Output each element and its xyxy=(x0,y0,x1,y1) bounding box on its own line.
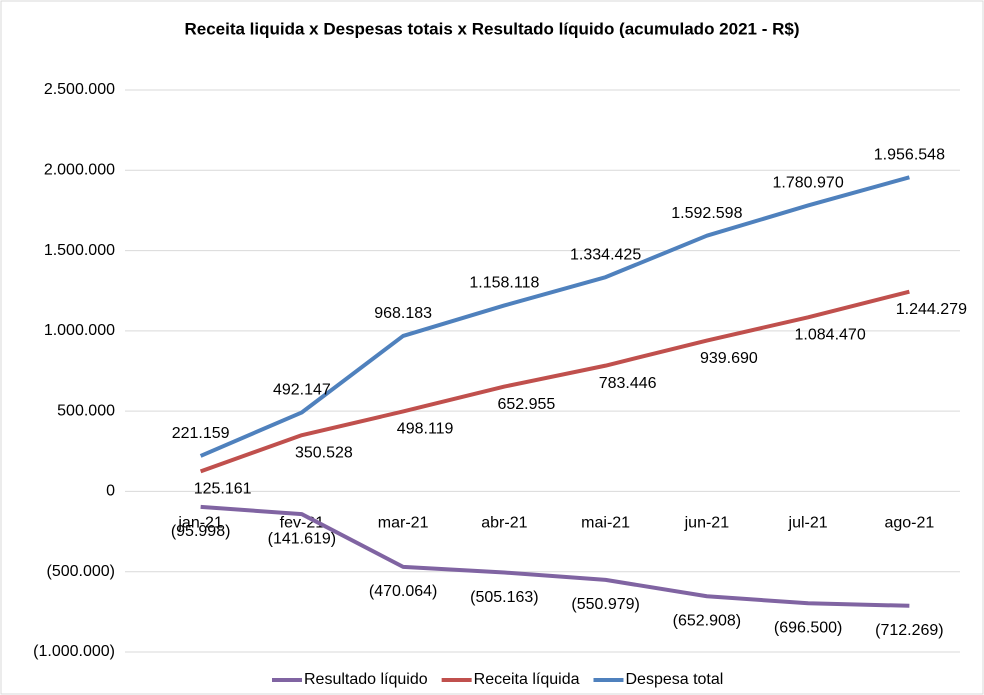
data-label: (141.619) xyxy=(268,530,337,547)
data-label: 350.528 xyxy=(295,444,353,461)
data-label: 1.334.425 xyxy=(570,246,641,263)
chart-title: Receita liquida x Despesas totais x Resu… xyxy=(184,19,799,38)
data-label: 1.244.279 xyxy=(896,301,967,318)
line-series xyxy=(199,175,910,458)
data-label: 939.690 xyxy=(700,350,758,367)
legend-label: Receita líquida xyxy=(474,671,580,688)
data-label: 968.183 xyxy=(374,305,432,322)
line-series xyxy=(199,289,910,474)
x-tick-label: ago-21 xyxy=(884,515,934,532)
data-label: (95.998) xyxy=(171,523,231,540)
data-label: (696.500) xyxy=(774,619,843,636)
x-tick-label: mar-21 xyxy=(378,515,429,532)
x-tick-label: jan-21 xyxy=(177,515,223,532)
data-label: 221.159 xyxy=(172,425,230,442)
data-label: (505.163) xyxy=(470,589,539,606)
data-label: 498.119 xyxy=(397,421,454,438)
data-label: 783.446 xyxy=(599,375,657,392)
data-label: (470.064) xyxy=(369,583,438,600)
data-label: (652.908) xyxy=(673,612,742,629)
y-tick-label: 1.500.000 xyxy=(44,242,115,259)
y-tick-label: (500.000) xyxy=(47,563,116,580)
x-tick-label: jun-21 xyxy=(684,515,730,532)
x-tick-label: mai-21 xyxy=(581,515,630,532)
data-label: 1.956.548 xyxy=(874,146,945,163)
y-tick-label: 1.000.000 xyxy=(44,322,115,339)
y-tick-label: 500.000 xyxy=(57,402,115,419)
line-series xyxy=(200,504,910,608)
data-label: 1.592.598 xyxy=(671,205,742,222)
data-label: 125.161 xyxy=(194,481,252,498)
y-tick-label: 2.500.000 xyxy=(44,81,115,98)
x-tick-label: abr-21 xyxy=(481,515,527,532)
y-tick-label: 2.000.000 xyxy=(44,162,115,179)
y-tick-label: (1.000.000) xyxy=(33,643,115,660)
y-tick-label: 0 xyxy=(106,483,115,500)
data-label: (712.269) xyxy=(875,622,944,639)
data-label: 1.084.470 xyxy=(795,327,866,344)
data-label: 492.147 xyxy=(273,382,331,399)
x-tick-label: jul-21 xyxy=(788,515,828,532)
data-label: 1.158.118 xyxy=(469,275,539,292)
data-label: 652.955 xyxy=(497,396,555,413)
legend-label: Despesa total xyxy=(625,671,723,688)
legend-label: Resultado líquido xyxy=(304,671,428,688)
data-label: 1.780.970 xyxy=(773,175,844,192)
data-label: (550.979) xyxy=(571,596,640,613)
